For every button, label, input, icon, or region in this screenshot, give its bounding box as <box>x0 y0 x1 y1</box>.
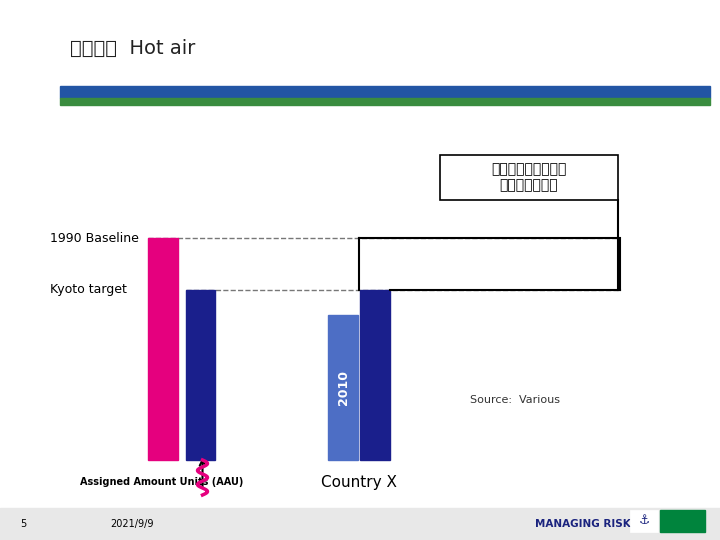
Bar <box>360 290 390 460</box>
Text: 不是由于京都议定书
承诺导致的减排: 不是由于京都议定书 承诺导致的减排 <box>491 163 567 193</box>
Bar <box>0 508 720 540</box>
Text: 1990 Baseline: 1990 Baseline <box>50 232 139 245</box>
Text: Kyoto target: Kyoto target <box>50 284 127 296</box>
Text: MANAGING RISK: MANAGING RISK <box>535 519 631 529</box>
Text: 2010: 2010 <box>336 370 349 405</box>
Text: 5: 5 <box>20 519 26 529</box>
Text: ⚓: ⚓ <box>639 515 649 528</box>
Bar <box>60 98 710 105</box>
Text: 2021/9/9: 2021/9/9 <box>110 519 153 529</box>
Bar <box>60 86 710 98</box>
Text: Assigned Amount Units (AAU): Assigned Amount Units (AAU) <box>80 477 243 487</box>
Text: 热空气：  Hot air: 热空气： Hot air <box>70 38 195 57</box>
Bar <box>660 510 705 532</box>
Text: Country X: Country X <box>321 475 397 489</box>
Bar <box>630 510 658 532</box>
Bar <box>328 315 358 460</box>
Bar <box>148 238 178 460</box>
Bar <box>186 290 215 460</box>
Text: Source:  Various: Source: Various <box>470 395 560 405</box>
Bar <box>440 155 618 200</box>
